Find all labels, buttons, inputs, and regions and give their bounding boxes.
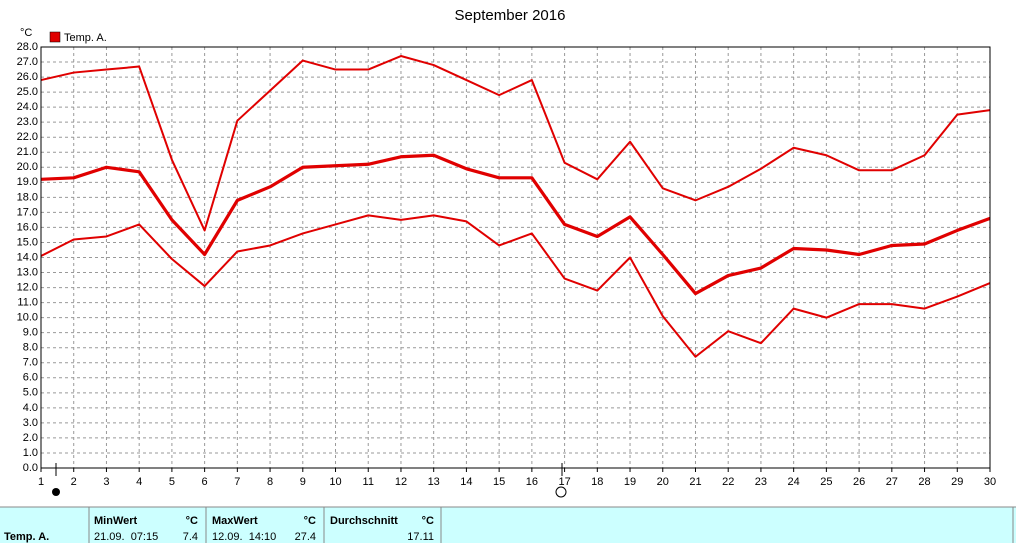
x-tick-label: 29: [951, 476, 963, 488]
y-tick-label: 14.0: [17, 251, 38, 263]
x-tick-label: 23: [755, 476, 767, 488]
y-tick-label: 25.0: [17, 86, 38, 98]
x-tick-label: 6: [202, 476, 208, 488]
moon-icon: [555, 486, 567, 498]
y-unit: °C: [20, 27, 32, 39]
x-tick-label: 18: [591, 476, 603, 488]
x-tick-label: 27: [886, 476, 898, 488]
y-tick-label: 15.0: [17, 236, 38, 248]
table-header: °C: [186, 515, 198, 527]
table-cell: 27.4: [295, 531, 316, 543]
table-header: MaxWert: [212, 515, 258, 527]
x-tick-label: 12: [395, 476, 407, 488]
x-tick-label: 14: [460, 476, 472, 488]
x-tick-label: 22: [722, 476, 734, 488]
legend-label: Temp. A.: [64, 32, 107, 44]
x-tick-label: 28: [918, 476, 930, 488]
x-tick-label: 2: [71, 476, 77, 488]
x-tick-label: 21: [689, 476, 701, 488]
x-tick-label: 20: [657, 476, 669, 488]
x-tick-label: 7: [234, 476, 240, 488]
y-tick-label: 1.0: [23, 447, 38, 459]
y-tick-label: 8.0: [23, 342, 38, 354]
table-header: °C: [422, 515, 434, 527]
chart-title: September 2016: [455, 7, 566, 24]
y-tick-label: 17.0: [17, 206, 38, 218]
plot-area: 0.01.02.03.04.05.06.07.08.09.010.011.012…: [17, 41, 997, 488]
table-cell: 12.09. 14:10: [212, 531, 276, 543]
y-tick-label: 5.0: [23, 387, 38, 399]
y-tick-label: 23.0: [17, 116, 38, 128]
y-tick-label: 13.0: [17, 266, 38, 278]
table-bg: [0, 507, 1016, 543]
x-tick-label: 17: [558, 476, 570, 488]
x-tick-label: 13: [428, 476, 440, 488]
data-line: [40, 214, 991, 358]
y-tick-label: 22.0: [17, 131, 38, 143]
y-tick-label: 19.0: [17, 176, 38, 188]
plot-frame: [40, 46, 991, 469]
x-tick-label: 10: [329, 476, 341, 488]
table-cell: 21.09. 07:15: [94, 531, 158, 543]
x-tick-label: 4: [136, 476, 142, 488]
data-line: [40, 153, 991, 296]
y-tick-label: 24.0: [17, 101, 38, 113]
y-tick-label: 18.0: [17, 191, 38, 203]
y-tick-label: 16.0: [17, 221, 38, 233]
y-tick-label: 9.0: [23, 327, 38, 339]
x-tick-label: 30: [984, 476, 996, 488]
x-tick-label: 9: [300, 476, 306, 488]
y-tick-label: 0.0: [23, 462, 38, 474]
y-tick-label: 26.0: [17, 71, 38, 83]
summary-table: Temp. A. MinWert °C MaxWert °C Durchschn…: [0, 506, 1016, 543]
x-tick-label: 1: [38, 476, 44, 488]
x-tick-label: 8: [267, 476, 273, 488]
y-tick-label: 4.0: [23, 402, 38, 414]
y-tick-label: 21.0: [17, 146, 38, 158]
x-tick-label: 19: [624, 476, 636, 488]
x-tick-label: 16: [526, 476, 538, 488]
y-tick-label: 11.0: [17, 297, 38, 309]
data-line: [40, 55, 991, 232]
table-header: Durchschnitt: [330, 515, 398, 527]
row-label: Temp. A.: [4, 531, 49, 543]
y-tick-label: 20.0: [17, 161, 38, 173]
y-tick-label: 2.0: [23, 432, 38, 444]
moon-icon: [52, 488, 60, 496]
x-tick-label: 3: [103, 476, 109, 488]
y-tick-label: 12.0: [17, 281, 38, 293]
table-header: MinWert: [94, 515, 138, 527]
legend-swatch: [49, 31, 61, 43]
table-header: °C: [304, 515, 316, 527]
y-tick-label: 7.0: [23, 357, 38, 369]
y-tick-label: 10.0: [17, 312, 38, 324]
y-tick-label: 28.0: [17, 41, 38, 53]
x-tick-label: 11: [363, 476, 374, 488]
x-tick-label: 24: [788, 476, 800, 488]
x-tick-label: 25: [820, 476, 832, 488]
y-tick-label: 27.0: [17, 56, 38, 68]
x-tick-label: 5: [169, 476, 175, 488]
y-tick-label: 6.0: [23, 372, 38, 384]
x-tick-label: 15: [493, 476, 505, 488]
table-cell: 7.4: [183, 531, 198, 543]
y-tick-label: 3.0: [23, 417, 38, 429]
table-cell: 17.11: [407, 531, 434, 543]
x-tick-label: 26: [853, 476, 865, 488]
